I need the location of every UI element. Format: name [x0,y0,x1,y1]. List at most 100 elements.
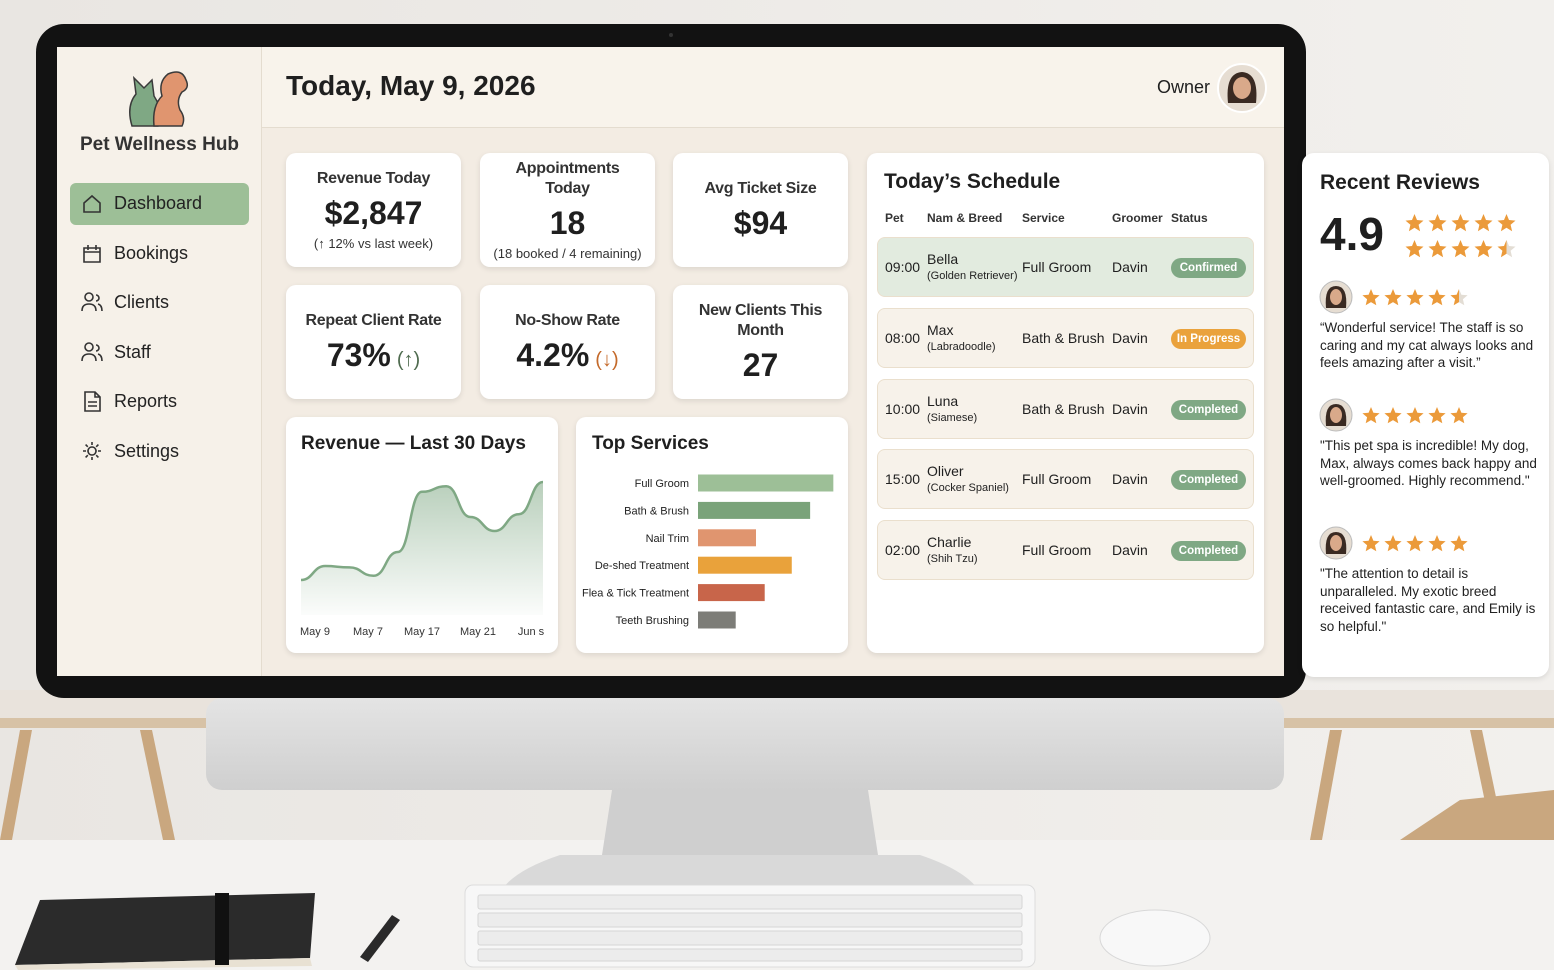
star [1451,240,1470,258]
review-text: “Wonderful service! The staff is so cari… [1320,320,1534,370]
star-rating [1362,289,1468,306]
time: 02:00 [885,542,921,558]
notebook-band [215,893,229,965]
groomer: Davin [1112,471,1148,488]
time: 09:00 [885,259,921,275]
star [1405,214,1424,232]
nav-icon [83,244,101,263]
kpi-trend: (↓) [595,348,619,371]
status-pill: Confirmed [1171,258,1246,278]
avatar-face [1330,289,1342,305]
bar-label: De-shed Treatment [595,560,689,572]
kpi-card: New Clients This Month 27 [673,285,848,399]
reviews-card: Recent Reviews 4.9 “Wonderful service! The… [1302,153,1549,677]
kpi-value: 73% [326,336,391,373]
schedule-row[interactable]: 02:00 Charlie (Shih Tzu) Full Groom Davin Com… [877,520,1254,580]
kpi-value-row: $2,847 [325,195,423,232]
kpi-value-row: 4.2% (↓) [516,337,618,374]
nav-label: Settings [114,441,180,461]
schedule-row[interactable]: 09:00 Bella (Golden Retriever) Full Groom Da… [877,237,1254,297]
pet-name: Oliver [927,463,964,480]
nav-label: Reports [114,391,178,412]
kpi-note: (18 booked / 4 remaining) [493,246,642,261]
column-header: Status [1171,211,1208,225]
star [1406,535,1424,552]
avatar-face [1330,535,1342,551]
chart-title: Top Services [592,433,709,454]
kpi-label: New Clients This Month [698,301,823,339]
kpi-card: Appointments Today 18 (18 booked / 4 remai… [480,153,655,267]
nav-item[interactable]: Dashboard [70,183,249,225]
groomer: Davin [1112,400,1148,417]
star [1428,289,1446,306]
breed: (Cocker Spaniel) [927,482,1009,495]
bar-label: Teeth Brushing [616,615,689,627]
service: Bath & Brush [1022,329,1105,346]
sidebar [57,47,262,676]
star [1450,407,1468,424]
reviewer-avatar [1319,280,1353,314]
kpi-card: No-Show Rate 4.2% (↓) [480,285,655,399]
nav-label: Dashboard [114,193,203,213]
kpi-card: Revenue Today $2,847 (↑ 12% vs last week) [286,153,461,267]
star [1406,407,1424,424]
nav-icon [81,341,103,361]
nav-item[interactable]: Clients [70,282,249,324]
notebook-pages [15,958,312,970]
chart-title: Revenue — Last 30 Days [301,433,526,454]
kpi-label: Appointments Today [515,160,620,197]
reviewer-avatar [1319,398,1353,432]
keyboard-keys [477,894,1023,962]
kpi-label: No-Show Rate [515,311,620,329]
schedule-row[interactable]: 08:00 Max (Labradoodle) Bath & Brush Davin In… [877,307,1254,368]
review-text: "This pet spa is incredible! My dog, Max… [1320,438,1537,488]
star [1450,289,1468,306]
kpi-value: 18 [549,205,586,241]
service: Bath & Brush [1022,400,1105,417]
groomer: Davin [1112,542,1148,558]
schedule-row[interactable]: 10:00 Luna (Siamese) Bath & Brush Davin Compl… [877,378,1254,439]
star [1362,289,1380,306]
kpi-value: $2,847 [324,195,423,231]
nav-item[interactable]: Staff [70,332,249,374]
app-name: Pet Wellness Hub [79,134,240,155]
x-tick-label: Jun s [518,626,545,638]
nav-item[interactable]: Settings [70,431,249,473]
nav-icon [84,391,101,413]
kpi-label: Avg Ticket Size [704,179,817,197]
nav-label: Bookings [114,242,189,263]
bar-label: Full Groom [635,478,689,490]
bar [698,474,834,492]
kpi-card: Repeat Client Rate 73% (↑) [286,285,461,399]
status-pill: Completed [1171,470,1246,491]
nav-item[interactable]: Bookings [70,233,249,275]
notebook [15,893,315,965]
monitor-chin [206,698,1284,790]
x-tick-label: May 7 [353,626,383,638]
column-header: Nam & Breed [927,211,1003,225]
star-rating [1405,214,1516,232]
x-tick-label: May 21 [460,626,496,638]
star-rating [1362,407,1468,424]
bar-label: Flea & Tick Treatment [582,588,689,600]
kpi-value-row: 18 [550,205,586,242]
column-header: Pet [885,211,904,225]
line [300,480,544,582]
bar [698,501,811,519]
star [1384,289,1402,306]
pen [360,915,400,962]
kpi-value-row: $94 [734,205,787,242]
kpi-value: $94 [733,204,788,241]
star [1428,407,1446,424]
kpi-value: 27 [742,346,779,383]
star-rating [1405,240,1516,258]
review-text: "The attention to detail is unparalleled… [1320,566,1536,634]
breed: (Siamese) [927,411,978,424]
breed: (Golden Retriever) [927,270,1018,282]
nav-item[interactable]: Reports [70,381,249,423]
groomer: Davin [1112,259,1148,275]
schedule-row[interactable]: 15:00 Oliver (Cocker Spaniel) Full Groom Dav… [877,449,1254,510]
star-rating [1362,535,1468,552]
area-chart: May 9 May 7 May 17 May 21 Jun s [300,480,545,638]
